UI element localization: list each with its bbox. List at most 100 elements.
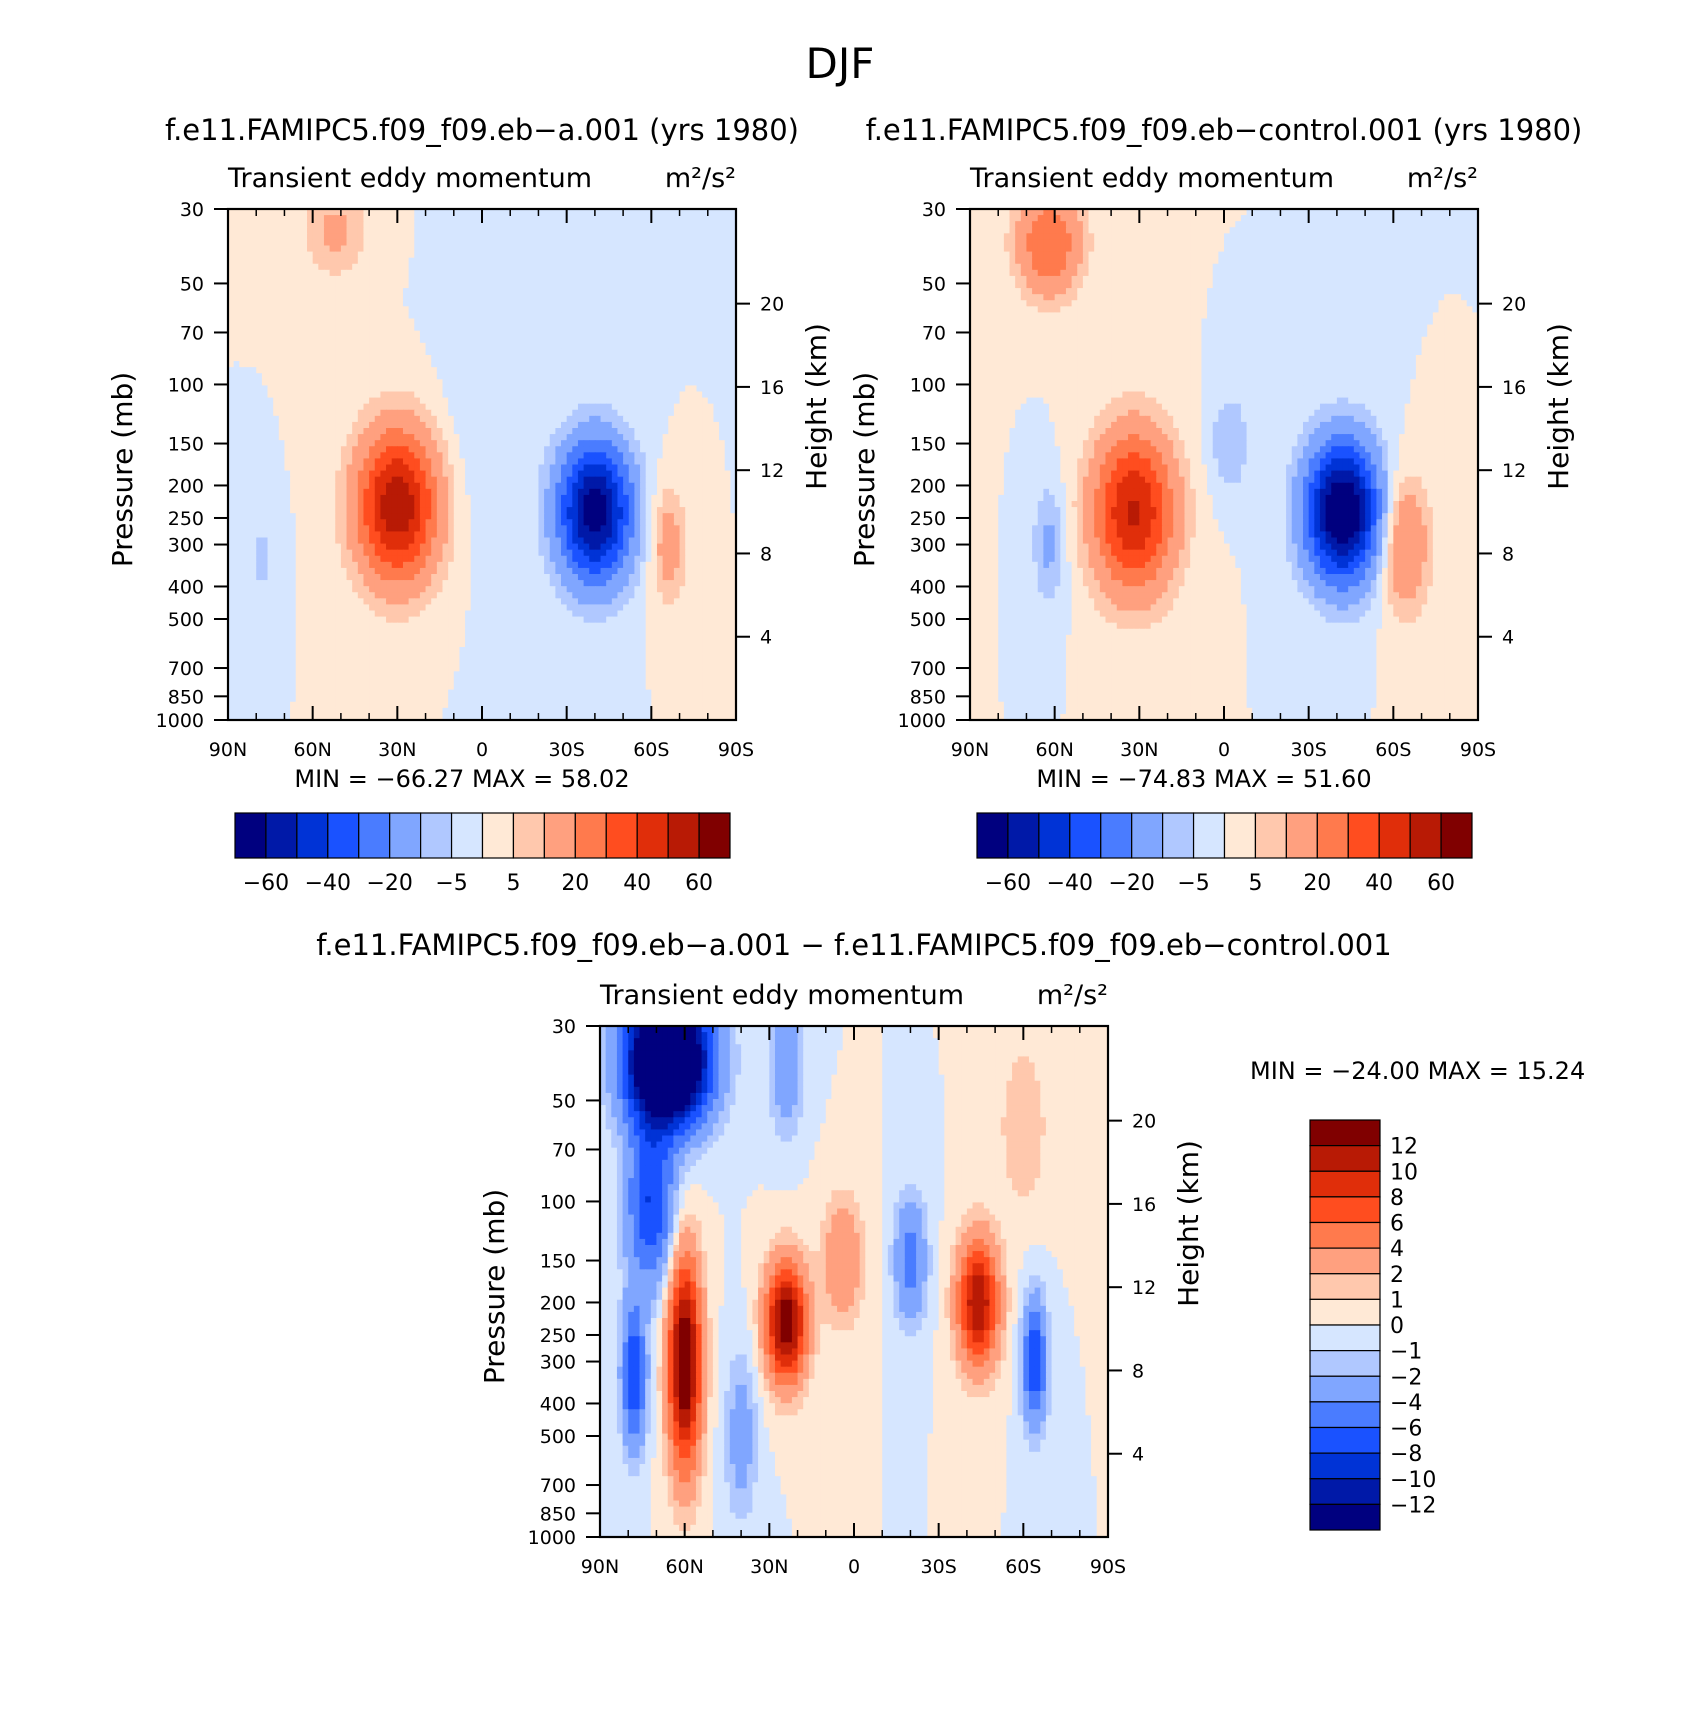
height-axis-label: Height (km) [800, 323, 833, 490]
colorbar-box [358, 812, 391, 859]
colorbar-box [976, 812, 1009, 859]
colorbar-label: 8 [1390, 1186, 1404, 1211]
colorbar-box [1409, 812, 1442, 859]
height-tick-label: 20 [1132, 1111, 1156, 1133]
y-tick-label: 30 [552, 1016, 576, 1038]
y-tick-label: 150 [910, 434, 946, 456]
colorbar-box [389, 812, 422, 859]
colorbar-label: 0 [1390, 1314, 1404, 1339]
colorbar-box [265, 812, 298, 859]
panel-title: f.e11.FAMIPC5.f09_f09.eb−control.001 (yr… [866, 113, 1583, 147]
colorbar-box [1309, 1170, 1381, 1198]
colorbar-box [1309, 1375, 1381, 1403]
panel-diff-field [600, 1026, 1109, 1538]
y-tick-label: 300 [168, 535, 204, 557]
height-tick-label: 8 [760, 543, 772, 565]
colorbar-box [1309, 1324, 1381, 1352]
stats-max: 58.02 [561, 765, 630, 793]
x-tick-label: 30S [1291, 739, 1327, 761]
y-tick-label: 250 [540, 1325, 576, 1347]
colorbar-label: 10 [1390, 1160, 1418, 1185]
height-axis-label: Height (km) [1172, 1140, 1205, 1307]
colorbar-box [1223, 812, 1257, 859]
y-tick-label: 70 [552, 1139, 576, 1161]
x-tick-label: 60S [633, 739, 669, 761]
y-tick-label: 150 [540, 1251, 576, 1273]
stats-min: −74.83 [1118, 765, 1214, 793]
y-axis-label: Pressure (mb) [106, 372, 139, 567]
height-tick-label: 16 [760, 377, 784, 399]
y-tick-label: 100 [540, 1191, 576, 1213]
x-tick-label: 90N [951, 739, 989, 761]
height-tick-label: 12 [1502, 460, 1526, 482]
colorbar-box [1309, 1221, 1381, 1249]
colorbar-box [1378, 812, 1411, 859]
colorbar-box [1285, 812, 1318, 859]
colorbar-box [512, 812, 545, 859]
y-tick-label: 400 [910, 576, 946, 598]
y-tick-label: 500 [168, 609, 204, 631]
colorbar-box [296, 812, 329, 859]
colorbar-label: −40 [1047, 871, 1093, 896]
x-tick-label: 0 [476, 739, 488, 761]
colorbar-label: 20 [561, 871, 589, 896]
stats-max-label: MAX = [1214, 765, 1303, 793]
stats-max: 51.60 [1303, 765, 1372, 793]
colorbar-label: −4 [1390, 1391, 1422, 1416]
x-tick-label: 30S [549, 739, 585, 761]
y-tick-label: 850 [910, 686, 946, 708]
colorbar-box [1007, 812, 1040, 859]
panel-diff: 90N 60N 30N 0 30S 60S 90S305070100150200250300… [316, 928, 1585, 1578]
x-tick-label: 60N [665, 1556, 703, 1578]
panel-units: m²/s² [1037, 980, 1108, 1011]
y-tick-label: 1000 [898, 710, 946, 732]
x-tick-label: 30S [921, 1556, 957, 1578]
colorbar-box [234, 812, 267, 859]
colorbar-box [1309, 1119, 1381, 1147]
y-tick-label: 700 [540, 1475, 576, 1497]
panel-title: f.e11.FAMIPC5.f09_f09.eb−a.001 (yrs 1980… [165, 113, 799, 147]
colorbar: −60 −40 −20 −5 5 20 40 60 [234, 812, 731, 896]
colorbar-box [1100, 812, 1133, 859]
colorbar-label: −8 [1390, 1442, 1422, 1467]
page-title: DJF [806, 39, 875, 88]
colorbar-label: 60 [1427, 871, 1455, 896]
y-tick-label: 50 [180, 273, 204, 295]
y-tick-label: 500 [540, 1426, 576, 1448]
y-tick-label: 700 [910, 658, 946, 680]
colorbar-box [1440, 812, 1473, 859]
panel-title: f.e11.FAMIPC5.f09_f09.eb−a.001 − f.e11.F… [316, 928, 1391, 962]
y-tick-label: 700 [168, 658, 204, 680]
height-tick-label: 20 [760, 294, 784, 316]
colorbar-box [1131, 812, 1164, 859]
y-tick-label: 150 [168, 434, 204, 456]
y-tick-label: 1000 [156, 710, 204, 732]
colorbar-box [1309, 1478, 1381, 1505]
colorbar-box [1309, 1273, 1381, 1300]
y-tick-label: 200 [168, 475, 204, 497]
y-axis-label: Pressure (mb) [478, 1189, 511, 1384]
colorbar-box [543, 812, 576, 859]
height-tick-label: 12 [1132, 1277, 1156, 1299]
y-tick-label: 200 [540, 1292, 576, 1314]
colorbar-label: 6 [1390, 1212, 1404, 1237]
stats-max: 15.24 [1517, 1057, 1586, 1085]
colorbar-box [327, 812, 360, 859]
stats-min: −24.00 [1331, 1057, 1427, 1085]
height-tick-label: 8 [1132, 1360, 1144, 1382]
colorbar-label: −5 [435, 871, 467, 896]
colorbar-label: 12 [1390, 1135, 1418, 1160]
x-tick-label: 60S [1375, 739, 1411, 761]
y-tick-label: 400 [540, 1393, 576, 1415]
y-tick-label: 30 [180, 199, 204, 221]
colorbar-box [1309, 1298, 1381, 1326]
colorbar-label: 20 [1303, 871, 1331, 896]
colorbar-box [1309, 1350, 1381, 1377]
colorbar-label: 5 [1248, 871, 1262, 896]
y-tick-label: 30 [922, 199, 946, 221]
panel-a-field [228, 209, 737, 721]
colorbar: −60 −40 −20 −5 5 20 40 60 [976, 812, 1473, 896]
y-tick-label: 300 [540, 1352, 576, 1374]
colorbar-box [1254, 812, 1287, 859]
colorbar-label: 5 [506, 871, 520, 896]
